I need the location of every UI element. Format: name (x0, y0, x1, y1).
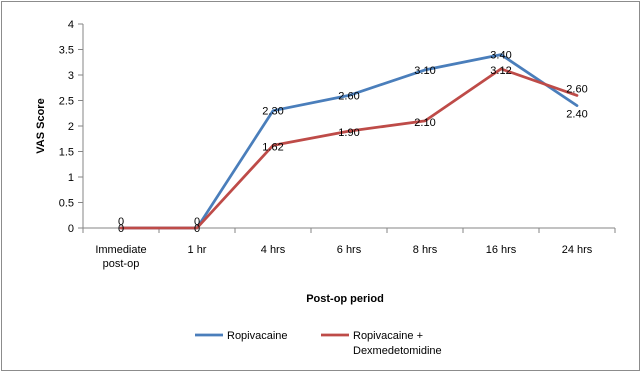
x-tick-labels: Immediate post-op 1 hr 4 hrs 6 hrs 8 hrs 16 hr… (95, 244, 592, 270)
y-tick-label: 3.5 (59, 45, 74, 57)
data-labels: 0 02.302.603.103.402.400 01.621.902.103.12… (118, 50, 588, 235)
x-axis-title: Post-op period (306, 293, 384, 305)
chart-series (119, 53, 579, 230)
data-label: 2.60 (566, 83, 587, 95)
data-label: 2.40 (566, 109, 587, 121)
y-tick-label: 1.5 (59, 147, 74, 159)
data-label: 0 (118, 216, 124, 228)
x-tick-label: 4 hrs (261, 244, 286, 256)
x-tick-label: 1 hr (188, 244, 207, 256)
x-tick-label: 6 hrs (337, 244, 362, 256)
data-label: 2.60 (338, 90, 359, 102)
y-tick-label: 4 (68, 19, 74, 31)
data-label: 3.12 (490, 65, 511, 77)
x-tick-label: 16 hrs (486, 244, 517, 256)
data-label: 3.40 (490, 50, 511, 62)
x-tick-label: Immediate post-op (95, 244, 146, 270)
y-axis-title: VAS Score (35, 98, 47, 153)
legend-label: Ropivacaine (227, 330, 288, 342)
legend-label: Ropivacaine + Dexmedetomidine (353, 330, 442, 357)
y-tick-label: 2.5 (59, 96, 74, 108)
data-label: 3.10 (414, 65, 435, 77)
y-tick-label: 1 (68, 172, 74, 184)
data-label: 2.30 (262, 106, 283, 118)
data-label: 1.62 (262, 141, 283, 153)
x-tick-label: 8 hrs (413, 244, 438, 256)
series-line-1 (119, 67, 579, 230)
legend: Ropivacaine Ropivacaine + Dexmedetomidine (195, 330, 442, 357)
data-label: 0 (118, 223, 124, 235)
x-tick-label: 24 hrs (562, 244, 593, 256)
y-tick-label: 3 (68, 70, 74, 82)
data-label: 2.10 (414, 117, 435, 129)
series-line-0 (119, 53, 579, 230)
data-label: 0 (194, 216, 200, 228)
y-tick-label: 0 (68, 223, 74, 235)
data-label: 0 (194, 223, 200, 235)
y-tick-label: 2 (68, 121, 74, 133)
data-label: 1.90 (338, 127, 359, 139)
y-tick-labels: 0 0.5 1 1.5 2 2.5 3 3.5 4 (59, 19, 74, 235)
y-tick-label: 0.5 (59, 198, 74, 210)
